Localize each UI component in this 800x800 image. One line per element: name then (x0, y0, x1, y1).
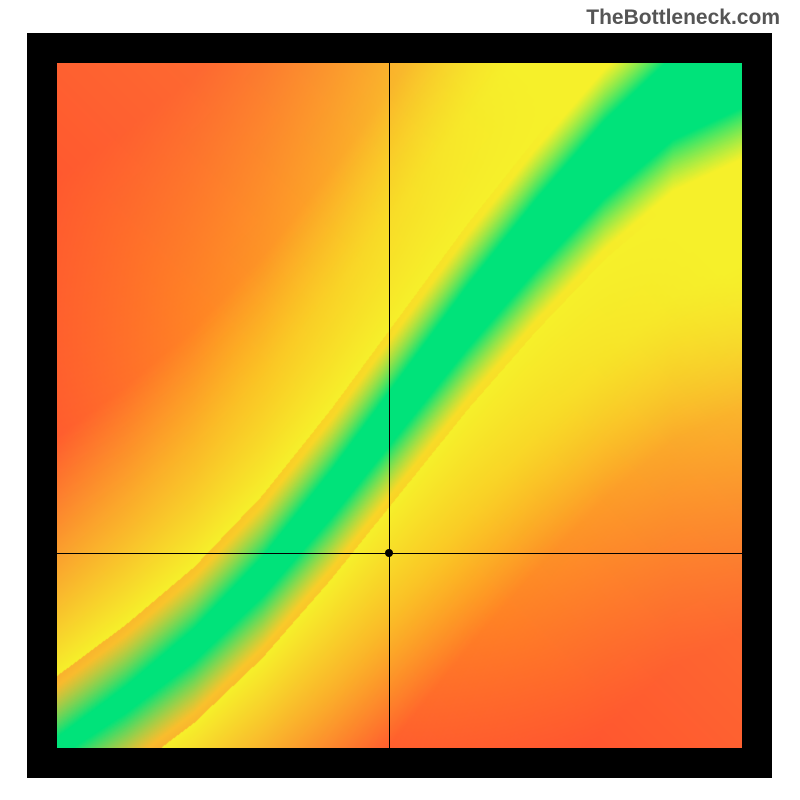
heatmap-canvas (57, 63, 742, 748)
watermark-text: TheBottleneck.com (586, 6, 780, 30)
crosshair-marker-dot (385, 549, 393, 557)
heatmap-plot-area (57, 63, 742, 748)
crosshair-horizontal (57, 553, 742, 554)
crosshair-vertical (389, 63, 390, 748)
